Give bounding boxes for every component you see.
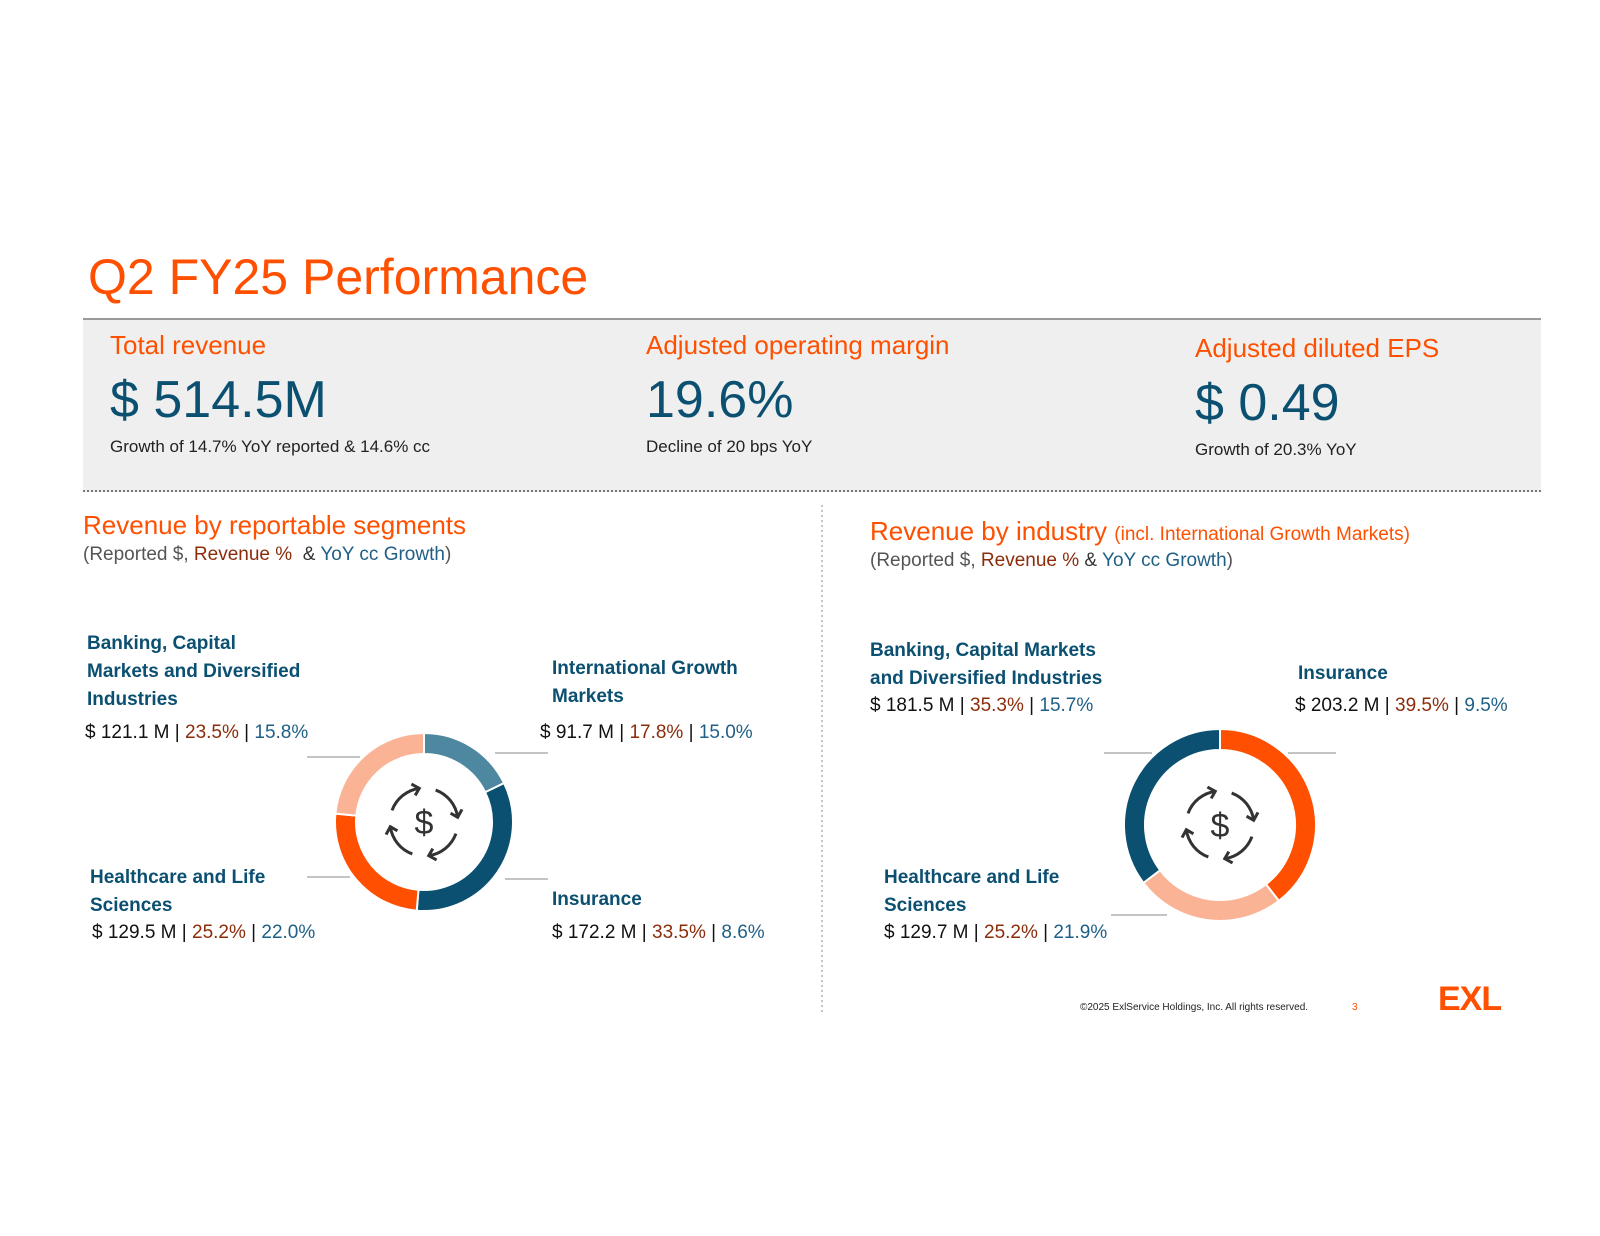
donut-slice: [334, 812, 420, 912]
donut-slice: [1142, 868, 1281, 922]
subtitle-part: ): [444, 544, 452, 565]
icon-arrow-head: [410, 782, 422, 797]
section-subtitle: (Reported $, Revenue % & YoY cc Growth): [83, 544, 451, 566]
icon-arrow: [1184, 829, 1209, 859]
donut-slice: [415, 781, 514, 912]
kpi-value: 19.6%: [646, 371, 794, 429]
category-values: $ 203.2 M | 39.5% | 9.5%: [1295, 695, 1508, 716]
icon-arrow: [1224, 836, 1254, 861]
icon-arrow: [1231, 791, 1256, 821]
percent: 33.5%: [652, 922, 706, 943]
section-title-text: Revenue by industry: [870, 516, 1108, 546]
kpi-value: $ 0.49: [1195, 374, 1340, 432]
kpi-value: $ 514.5M: [110, 371, 327, 429]
amount: $ 172.2 M: [552, 922, 637, 943]
subtitle-part: &: [1079, 550, 1103, 571]
percent: 25.2%: [192, 922, 246, 943]
category-label: International Growth Markets: [552, 658, 738, 707]
subtitle-part: Revenue %: [193, 544, 298, 565]
kpi-label: Adjusted operating margin: [646, 330, 950, 360]
category-label: Banking, Capital Markets and Diversified…: [870, 640, 1103, 689]
percent: 35.3%: [970, 695, 1024, 716]
icon-symbol: $: [415, 804, 434, 842]
icon-arrow: [390, 786, 420, 811]
growth: 15.0%: [698, 722, 753, 743]
amount: $ 121.1 M: [85, 722, 170, 743]
kpi-label: Adjusted diluted EPS: [1195, 333, 1440, 363]
donut-slice: [1219, 727, 1318, 903]
percent: 23.5%: [185, 722, 239, 743]
icon-arrow: [1186, 789, 1216, 814]
section-title: Revenue by reportable segments: [83, 510, 466, 541]
icon-arrow-head: [449, 808, 464, 820]
subtitle-part: (Reported $,: [83, 544, 194, 565]
icon-symbol: $: [1211, 807, 1230, 845]
category-values: $ 91.7 M | 17.8% | 15.0%: [540, 722, 753, 743]
kpi-panel: [83, 318, 1541, 492]
icon-arrow-head: [1206, 785, 1218, 800]
growth: 15.7%: [1039, 695, 1094, 716]
amount: $ 129.7 M: [884, 922, 969, 943]
slide-title: Q2 FY25 Performance: [88, 249, 589, 305]
category-values: $ 121.1 M | 23.5% | 15.8%: [85, 722, 309, 743]
growth: 9.5%: [1464, 695, 1508, 716]
donut-slice: [423, 731, 506, 794]
subtitle-part: Revenue %: [980, 550, 1080, 571]
category-label: Healthcare and Life Sciences: [90, 867, 266, 916]
kpi-label: Total revenue: [110, 330, 267, 360]
subtitle-part: YoY cc Growth: [320, 544, 445, 565]
category-label: Insurance: [552, 889, 642, 910]
subtitle-part: &: [297, 544, 321, 565]
category-values: $ 181.5 M | 35.3% | 15.7%: [870, 695, 1094, 716]
percent: 25.2%: [984, 922, 1038, 943]
icon-arrow-head: [1180, 827, 1195, 839]
kpi-note: Growth of 14.7% YoY reported & 14.6% cc: [110, 437, 431, 456]
subtitle-part: ): [1226, 550, 1233, 571]
kpi-note: Growth of 20.3% YoY: [1195, 440, 1357, 459]
subtitle-part: (Reported $,: [870, 550, 981, 571]
section-title-text: Revenue by reportable segments: [83, 510, 467, 540]
amount: $ 129.5 M: [92, 922, 177, 943]
amount: $ 181.5 M: [870, 695, 955, 716]
icon-arrow: [428, 833, 458, 858]
page-number: 3: [1352, 1002, 1358, 1013]
percent: 17.8%: [629, 722, 684, 743]
category-label: Insurance: [1298, 663, 1388, 684]
category-label: Banking, Capital Markets and Diversified…: [87, 633, 301, 710]
category-values: $ 129.5 M | 25.2% | 22.0%: [92, 922, 316, 943]
growth: 8.6%: [721, 922, 765, 943]
donut-slice: [1123, 727, 1221, 885]
icon-arrow-head: [426, 847, 438, 862]
amount: $ 203.2 M: [1295, 695, 1380, 716]
icon-arrow-head: [384, 824, 399, 836]
subtitle-part: YoY cc Growth: [1102, 550, 1227, 571]
icon-arrow: [435, 788, 460, 818]
icon-arrow-head: [1222, 850, 1234, 865]
copyright: ©2025 ExlService Holdings, Inc. All righ…: [1080, 1002, 1309, 1013]
category-label: Healthcare and Life Sciences: [884, 867, 1060, 916]
amount: $ 91.7 M: [540, 722, 614, 743]
growth: 22.0%: [261, 922, 316, 943]
icon-arrow-head: [1245, 811, 1260, 823]
logo: EXL: [1438, 980, 1502, 1018]
kpi-note: Decline of 20 bps YoY: [646, 437, 813, 456]
category-values: $ 172.2 M | 33.5% | 8.6%: [552, 922, 765, 943]
section-title: Revenue by industry (incl. International…: [870, 516, 1410, 547]
percent: 39.5%: [1395, 695, 1449, 716]
section-title-note: (incl. International Growth Markets): [1114, 524, 1410, 545]
icon-arrow: [388, 826, 413, 856]
donut-slice: [334, 731, 425, 817]
growth: 21.9%: [1053, 922, 1108, 943]
category-values: $ 129.7 M | 25.2% | 21.9%: [884, 922, 1108, 943]
section-subtitle: (Reported $, Revenue % & YoY cc Growth): [870, 550, 1233, 572]
growth: 15.8%: [254, 722, 309, 743]
